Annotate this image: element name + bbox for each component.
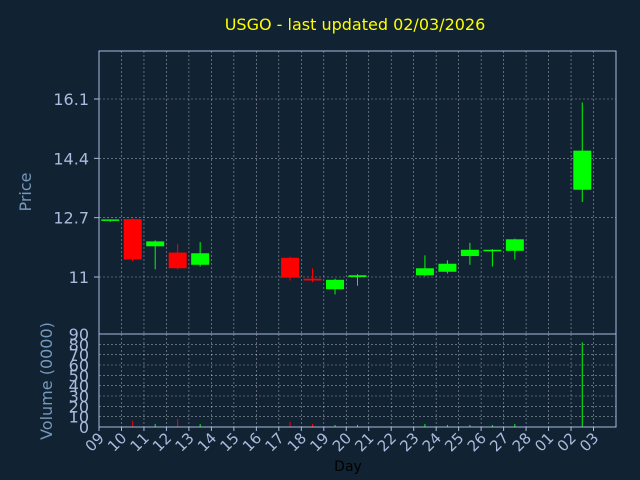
price-tick-label: 16.1 [53, 90, 89, 109]
candle-body [281, 257, 300, 278]
candle-body [438, 263, 457, 272]
day-axis-ticks: 0910111213141516171819202122232425262728… [82, 427, 602, 455]
candle-body [146, 241, 165, 247]
candle-body [101, 219, 120, 221]
candle-body [415, 268, 434, 276]
volume-tick-label: 70 [69, 346, 89, 365]
price-tick-label: 14.4 [53, 149, 89, 168]
price-tick-label: 12.7 [53, 209, 89, 228]
candle-body [483, 249, 502, 252]
candle-body [303, 278, 322, 281]
day-axis-label: Day [334, 459, 362, 475]
price-axis-ticks: 11 12.7 14.4 16.1 [53, 90, 99, 287]
candlestick-series [101, 102, 592, 295]
candle-body [191, 253, 210, 265]
candle-body [460, 249, 479, 257]
volume-tick-label: 10 [69, 408, 89, 427]
volume-tick-label: 30 [69, 387, 89, 406]
volume-tick-label: 50 [69, 366, 89, 385]
volume-tick-label: 20 [69, 397, 89, 416]
price-panel: 11 12.7 14.4 16.1 Price [16, 50, 617, 335]
volume-grid [99, 333, 616, 428]
candle-body [123, 219, 142, 260]
candle-body [348, 275, 367, 277]
chart-title: USGO - last updated 02/03/2026 [225, 15, 486, 34]
candle-body [505, 239, 524, 251]
price-grid [99, 51, 616, 334]
volume-tick-label: 80 [69, 335, 89, 354]
volume-tick-label: 90 [69, 325, 89, 344]
candle-body [326, 279, 345, 290]
volume-tick-label: 0 [79, 418, 89, 437]
volume-tick-label: 40 [69, 377, 89, 396]
candle-body [573, 150, 592, 190]
volume-tick-label: 60 [69, 356, 89, 375]
volume-plot-frame [98, 333, 617, 428]
price-tick-label: 11 [69, 268, 89, 287]
volume-axis-label: Volume (0000) [37, 322, 56, 440]
price-axis-label: Price [16, 172, 35, 211]
candle-body [168, 252, 187, 269]
